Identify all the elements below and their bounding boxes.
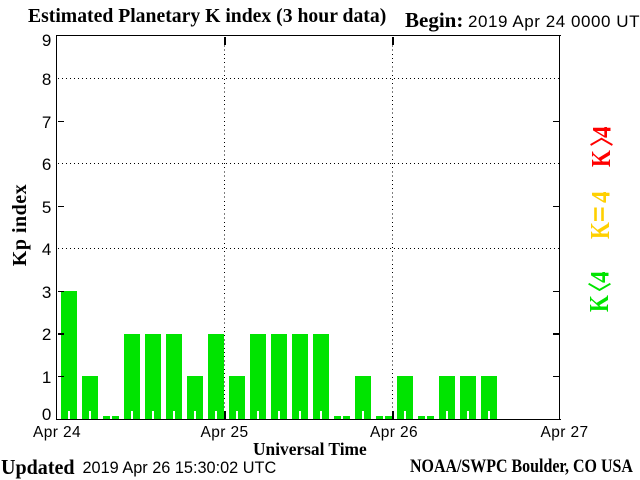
svg-text:K: K <box>588 295 612 312</box>
svg-text:4: 4 <box>588 272 612 283</box>
svg-text:4: 4 <box>589 192 613 203</box>
svg-text:4: 4 <box>590 127 614 138</box>
svg-text:K: K <box>589 222 613 239</box>
svg-text:K: K <box>590 150 614 167</box>
